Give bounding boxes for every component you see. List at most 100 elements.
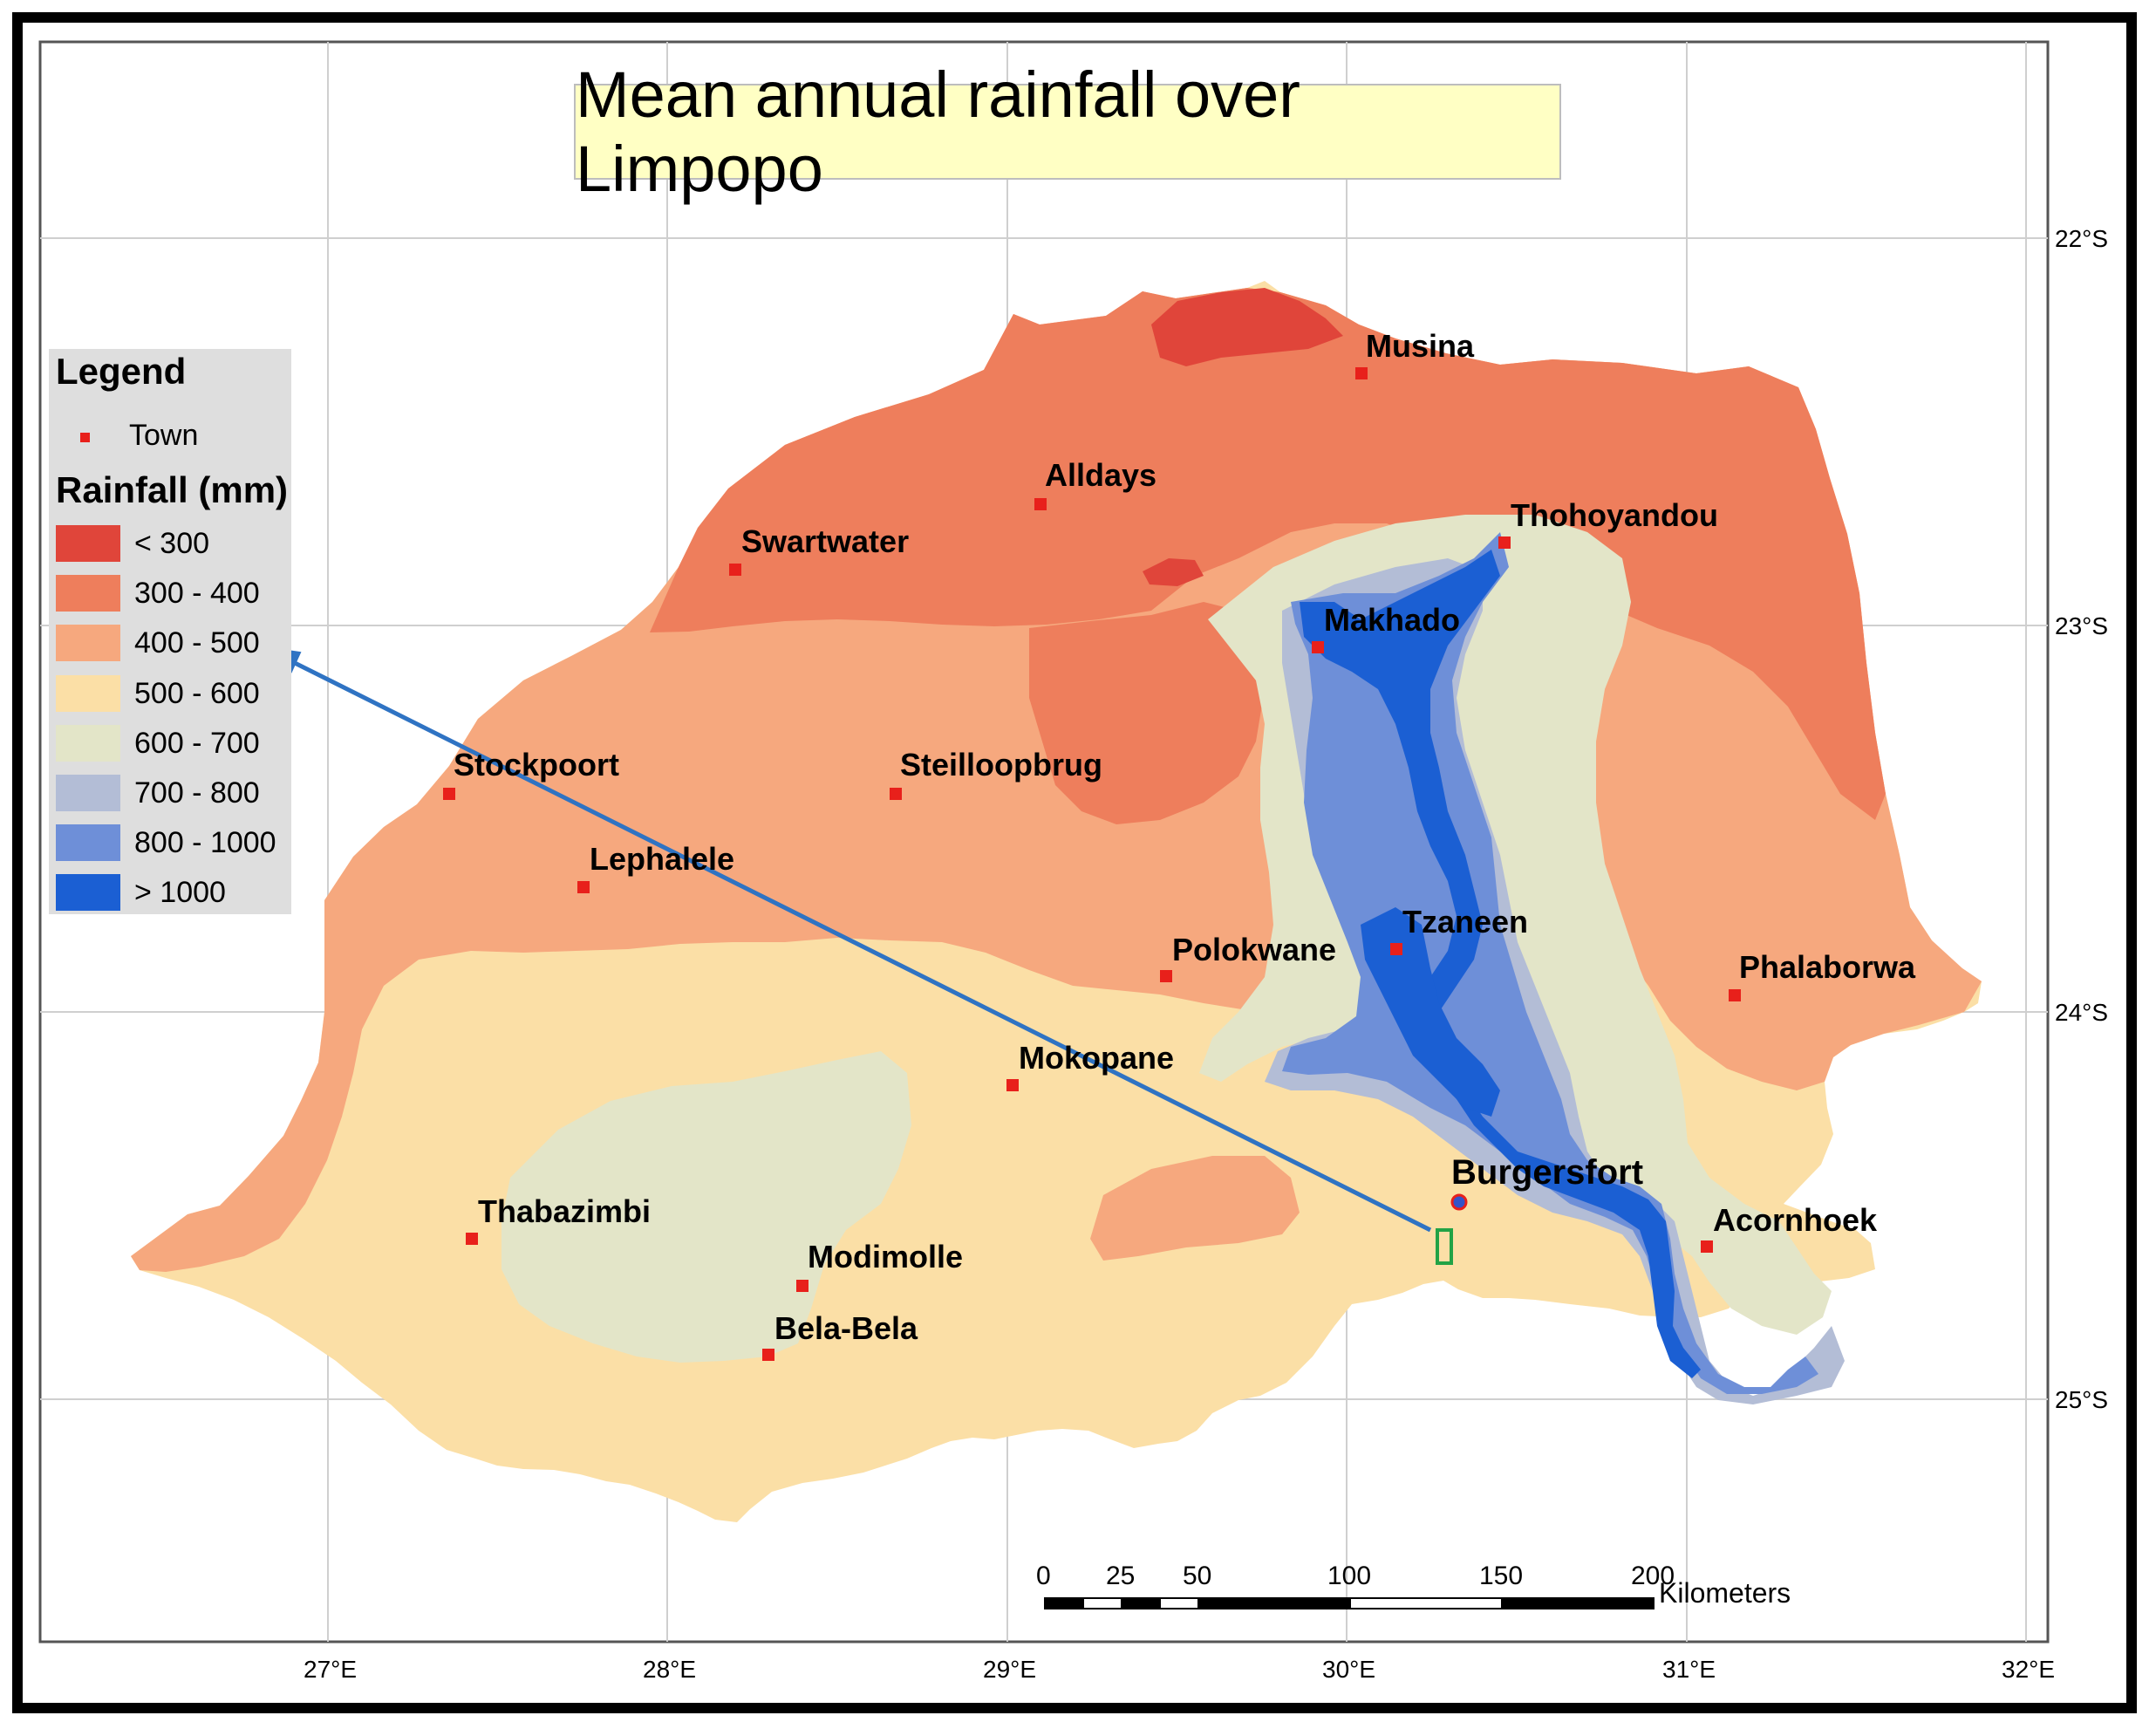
legend-class-label: 700 - 800 <box>134 776 260 810</box>
rainfall-zone-over-1000-burgersfort <box>1361 907 1500 1117</box>
axis-label-22s: 22°S <box>2055 225 2109 252</box>
legend-class-800-1000: 800 - 1000 <box>56 824 291 863</box>
scale-bar-seg-5 <box>1197 1597 1351 1609</box>
legend-class-label: 600 - 700 <box>134 727 260 760</box>
legend-class-label: 800 - 1000 <box>134 826 276 859</box>
legend-class-label: > 1000 <box>134 876 226 909</box>
legend-class-500-600: 500 - 600 <box>56 675 291 714</box>
legend-swatch <box>56 575 120 612</box>
legend-class-over-1000: > 1000 <box>56 874 291 912</box>
town-label-thabazimbi: Thabazimbi <box>478 1193 652 1229</box>
scale-bar-seg-7 <box>1501 1597 1655 1609</box>
town-label-bela-bela: Bela-Bela <box>774 1310 918 1346</box>
legend-swatch <box>56 725 120 762</box>
town-marker-stockpoort <box>443 788 455 800</box>
rainfall-zone-under-300 <box>1151 288 1343 366</box>
town-marker-lephalele <box>577 881 590 893</box>
axis-label-24s: 24°S <box>2055 999 2109 1026</box>
legend-class-label: < 300 <box>134 527 210 560</box>
legend-title: Legend <box>56 351 187 392</box>
scale-unit: Kilometers <box>1659 1577 1791 1609</box>
rainfall-zone-300-400-central <box>1029 602 1265 824</box>
town-marker-musina <box>1355 367 1368 379</box>
axis-label-23s: 23°S <box>2055 612 2109 639</box>
scale-bar-seg-2 <box>1082 1597 1122 1609</box>
town-marker-makhado <box>1312 641 1324 653</box>
town-label-mokopane: Mokopane <box>1019 1040 1175 1076</box>
legend-class-300-400: 300 - 400 <box>56 575 291 613</box>
burgersfort-point <box>1450 1193 1468 1211</box>
town-marker-thabazimbi <box>466 1233 478 1245</box>
town-label-polokwane: Polokwane <box>1172 932 1337 967</box>
town-label-phalaborwa: Phalaborwa <box>1739 949 1916 985</box>
town-marker-phalaborwa <box>1729 989 1741 1001</box>
map-neatline <box>38 40 2050 1644</box>
town-label-lephalele: Lephalele <box>590 841 735 877</box>
scale-bar-seg-1 <box>1044 1597 1084 1609</box>
town-label-makhado: Makhado <box>1324 602 1461 638</box>
pointer-arrow-shaft <box>279 653 1432 1233</box>
axis-label-30e: 30°E <box>1322 1656 1376 1683</box>
legend-class-400-500: 400 - 500 <box>56 625 291 663</box>
axis-label-27e: 27°E <box>304 1656 358 1683</box>
town-label-musina: Musina <box>1366 328 1475 364</box>
town-marker-modimolle <box>796 1280 808 1292</box>
axis-label-32e: 32°E <box>2002 1656 2056 1683</box>
scale-bar-seg-4 <box>1159 1597 1199 1609</box>
site-marker <box>1436 1228 1453 1265</box>
rainfall-zone-600-700-west <box>501 1051 911 1363</box>
legend-town-label: Town <box>129 419 199 452</box>
legend-class-600-700: 600 - 700 <box>56 725 291 763</box>
legend-swatch <box>56 775 120 811</box>
rainfall-zone-400-500-south <box>1090 1156 1300 1261</box>
axis-label-31e: 31°E <box>1662 1656 1716 1683</box>
town-marker-bela-bela <box>762 1349 774 1361</box>
axis-label-29e: 29°E <box>983 1656 1037 1683</box>
legend-class-700-800: 700 - 800 <box>56 775 291 813</box>
town-label-modimolle: Modimolle <box>808 1239 963 1275</box>
scale-tick-25: 25 <box>1106 1562 1136 1590</box>
town-label-alldays: Alldays <box>1045 457 1157 493</box>
scale-bar-seg-6 <box>1349 1597 1503 1609</box>
legend-swatch <box>56 874 120 911</box>
town-label-swartwater: Swartwater <box>741 523 910 559</box>
map-title: Mean annual rainfall over Limpopo <box>574 58 1561 205</box>
legend-swatch <box>56 525 120 562</box>
legend-class-label: 300 - 400 <box>134 577 260 610</box>
scale-tick-100: 100 <box>1327 1562 1372 1590</box>
axis-label-28e: 28°E <box>643 1656 697 1683</box>
scale-tick-200: 200 <box>1631 1562 1675 1590</box>
scale-bar <box>1044 1597 1655 1609</box>
rainfall-zone-over-1000 <box>1300 550 1701 1378</box>
town-marker-mokopane <box>1006 1079 1019 1091</box>
town-marker-polokwane <box>1160 970 1172 982</box>
axis-label-25s: 25°S <box>2055 1386 2109 1413</box>
rainfall-zone-400-500-east <box>1557 672 1982 1090</box>
scale-tick-0: 0 <box>1036 1562 1051 1590</box>
scale-tick-50: 50 <box>1183 1562 1212 1590</box>
town-label-burgersfort: Burgersfort <box>1451 1153 1644 1192</box>
legend-swatch <box>56 625 120 661</box>
legend-swatch <box>56 675 120 712</box>
legend-swatch <box>56 824 120 861</box>
legend-class-label: 500 - 600 <box>134 677 260 710</box>
legend: Legend Town Rainfall (mm) < 300 300 - 40… <box>49 349 291 914</box>
town-label-acornhoek: Acornhoek <box>1713 1202 1878 1238</box>
town-label-steilloopbrug: Steilloopbrug <box>900 747 1102 782</box>
town-marker-acornhoek <box>1701 1240 1713 1253</box>
town-marker-thohoyandou <box>1498 536 1511 549</box>
legend-rainfall-title: Rainfall (mm) <box>56 469 289 510</box>
town-label-stockpoort: Stockpoort <box>454 747 620 782</box>
legend-town-marker <box>80 433 90 442</box>
town-marker-alldays <box>1034 498 1047 510</box>
town-marker-steilloopbrug <box>890 788 902 800</box>
rainfall-zone-under-300-small <box>1143 558 1204 586</box>
scale-tick-150: 150 <box>1479 1562 1524 1590</box>
legend-class-under-300: < 300 <box>56 525 291 564</box>
town-label-thohoyandou: Thohoyandou <box>1511 497 1718 533</box>
rainfall-zone-300-400 <box>650 288 1886 820</box>
town-marker-swartwater <box>729 564 741 576</box>
town-label-tzaneen: Tzaneen <box>1402 904 1529 940</box>
legend-class-label: 400 - 500 <box>134 626 260 659</box>
